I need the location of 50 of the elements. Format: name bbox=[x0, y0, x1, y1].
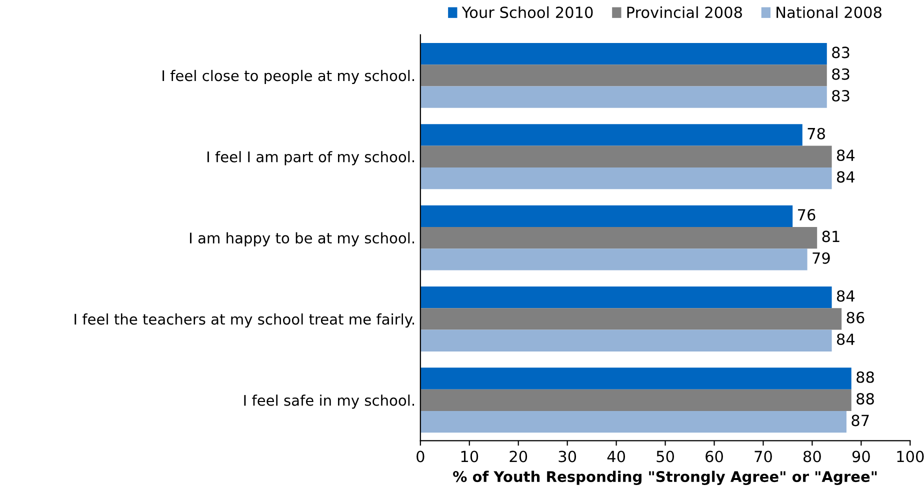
x-tick-label: 50 bbox=[656, 450, 674, 462]
x-tick-label: 100 bbox=[897, 450, 924, 462]
data-label: 83 bbox=[832, 46, 850, 58]
bar bbox=[420, 226, 818, 249]
bar bbox=[420, 167, 832, 190]
y-tick-label: I feel the teachers at my school treat me fairly. bbox=[74, 313, 414, 328]
data-label: 87 bbox=[852, 414, 869, 426]
data-label: 84 bbox=[836, 333, 855, 346]
bar bbox=[420, 330, 832, 352]
data-label: 76 bbox=[798, 209, 816, 221]
x-tick-label: 90 bbox=[852, 450, 870, 462]
x-tick-label: 10 bbox=[461, 450, 478, 462]
legend-label: National 2008 bbox=[776, 6, 882, 18]
x-tick-label: 0 bbox=[416, 450, 424, 462]
bar bbox=[420, 205, 793, 227]
data-label: 84 bbox=[836, 171, 855, 183]
bar bbox=[420, 248, 808, 270]
bar bbox=[420, 286, 832, 308]
bar bbox=[420, 42, 827, 65]
x-tick-label: 30 bbox=[558, 450, 576, 462]
bar bbox=[420, 308, 842, 330]
data-label: 84 bbox=[836, 290, 855, 302]
bar bbox=[420, 124, 802, 146]
data-label: 86 bbox=[846, 312, 864, 324]
y-tick-label: I feel close to people at my school. bbox=[162, 70, 414, 84]
x-tick-label: 20 bbox=[510, 450, 528, 462]
y-tick-label: I am happy to be at my school. bbox=[190, 232, 414, 246]
x-tick-label: 80 bbox=[804, 450, 821, 462]
x-tick-label: 70 bbox=[754, 450, 772, 462]
data-label: 81 bbox=[822, 230, 840, 242]
x-tick-label: 60 bbox=[706, 450, 723, 462]
data-label: 79 bbox=[812, 252, 830, 264]
legend-label: Provincial 2008 bbox=[627, 6, 742, 18]
y-tick-label: I feel I am part of my school. bbox=[207, 151, 414, 166]
data-label: 83 bbox=[832, 68, 850, 80]
legend-label: Your School 2010 bbox=[462, 6, 593, 18]
data-label: 78 bbox=[808, 128, 825, 140]
y-tick-label: I feel safe in my school. bbox=[244, 394, 414, 409]
data-label: 88 bbox=[856, 371, 874, 383]
x-tick-label: 40 bbox=[607, 450, 626, 462]
bar bbox=[420, 368, 852, 390]
x-axis-title: % of Youth Responding "Strongly Agree" or "Agree" bbox=[453, 470, 877, 486]
bar bbox=[420, 146, 832, 168]
data-label: 83 bbox=[832, 90, 850, 102]
bar bbox=[420, 64, 827, 86]
bar bbox=[420, 389, 852, 411]
bar bbox=[420, 86, 827, 108]
data-label: 84 bbox=[836, 150, 855, 162]
bar bbox=[420, 410, 846, 433]
data-label: 88 bbox=[856, 393, 874, 405]
